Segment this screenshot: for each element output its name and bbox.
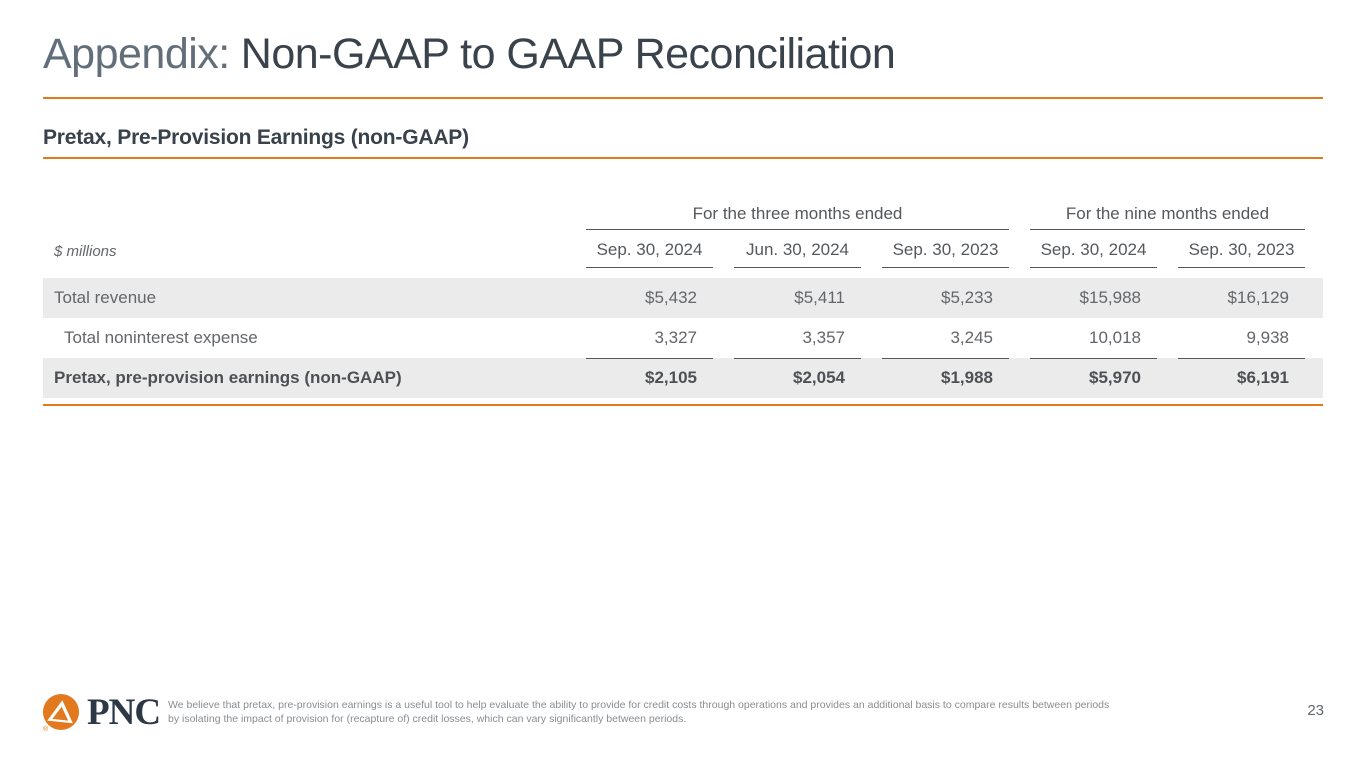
table-column-header-row: $ millions Sep. 30, 2024 Jun. 30, 2024 S… <box>43 230 1323 268</box>
cell-value: $5,970 <box>1089 368 1141 387</box>
reconciliation-table: For the three months ended For the nine … <box>43 201 1323 398</box>
cell-value: 3,327 <box>586 318 713 359</box>
cell-value: $6,191 <box>1237 368 1289 387</box>
table-row-pretax-preprovision-earnings: Pretax, pre-provision earnings (non-GAAP… <box>43 358 1323 398</box>
column-header: Sep. 30, 2024 <box>1030 240 1157 268</box>
row-label: Pretax, pre-provision earnings (non-GAAP… <box>54 368 402 387</box>
units-label: $ millions <box>54 243 117 260</box>
table-bottom-divider <box>43 404 1323 406</box>
cell-value: $2,105 <box>645 368 697 387</box>
footnote-line-2: by isolating the impact of provision for… <box>168 713 687 725</box>
cell-value: $15,988 <box>1079 288 1141 307</box>
group-header-nine-months: For the nine months ended <box>1030 204 1305 230</box>
cell-value: $1,988 <box>941 368 993 387</box>
column-header: Sep. 30, 2023 <box>1178 240 1305 268</box>
cell-value: $16,129 <box>1227 288 1289 307</box>
table-header-gap <box>43 268 1323 278</box>
title-divider <box>43 97 1323 99</box>
cell-value: $5,432 <box>645 288 697 307</box>
page-number: 23 <box>1307 702 1324 719</box>
cell-value: 10,018 <box>1030 318 1157 359</box>
table-group-header-row: For the three months ended For the nine … <box>43 201 1323 230</box>
pnc-logo: ® PNC <box>42 692 161 733</box>
footnote: We believe that pretax, pre-provision ea… <box>168 698 1288 726</box>
pnc-wordmark: PNC <box>87 692 161 733</box>
footnote-line-1: We believe that pretax, pre-provision ea… <box>168 699 1110 711</box>
row-label: Total noninterest expense <box>64 328 258 347</box>
table-row-total-revenue: Total revenue $5,432 $5,411 $5,233 $15,9… <box>43 278 1323 318</box>
cell-value: $5,411 <box>794 288 845 307</box>
page-title: Appendix: Non-GAAP to GAAP Reconciliation <box>43 30 896 79</box>
cell-value: $5,233 <box>941 288 993 307</box>
cell-value: 3,357 <box>734 318 861 359</box>
column-header: Sep. 30, 2024 <box>586 240 713 268</box>
pnc-triangle-logo-icon: ® <box>42 693 80 733</box>
page-title-main: Non-GAAP to GAAP Reconciliation <box>240 30 896 78</box>
table-row-noninterest-expense: Total noninterest expense 3,327 3,357 3,… <box>43 318 1323 359</box>
row-label: Total revenue <box>54 288 157 307</box>
registered-trademark-symbol: ® <box>43 726 49 733</box>
section-divider <box>43 157 1323 159</box>
group-header-three-months: For the three months ended <box>586 204 1009 230</box>
cell-value: $2,054 <box>793 368 845 387</box>
column-header: Sep. 30, 2023 <box>882 240 1009 268</box>
column-header: Jun. 30, 2024 <box>734 240 861 268</box>
cell-value: 3,245 <box>882 318 1009 359</box>
cell-value: 9,938 <box>1178 318 1305 359</box>
page-title-prefix: Appendix: <box>43 30 230 78</box>
section-heading: Pretax, Pre-Provision Earnings (non-GAAP… <box>43 126 469 149</box>
